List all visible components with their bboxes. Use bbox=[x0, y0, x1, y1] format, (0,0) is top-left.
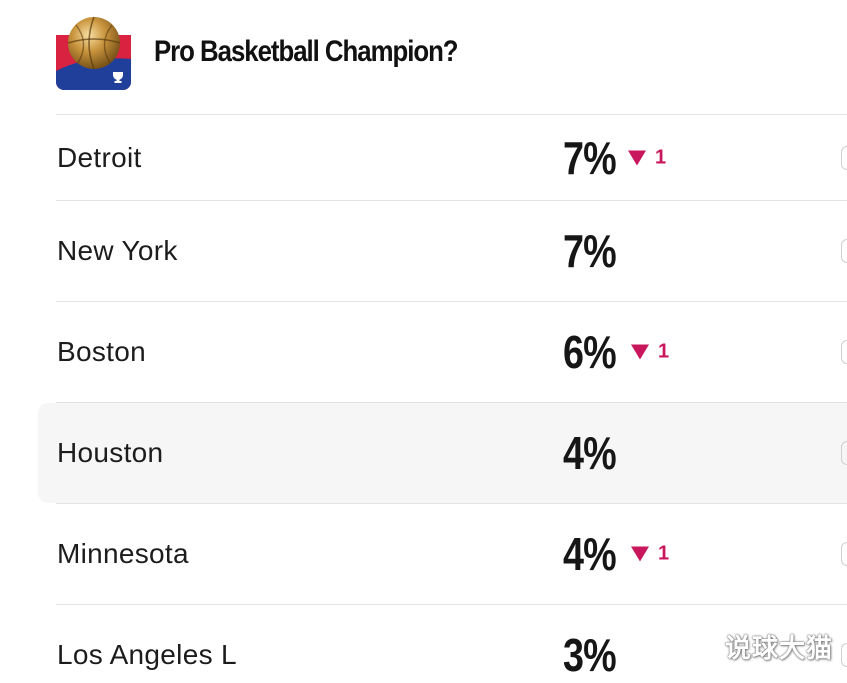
change-value: 1 bbox=[658, 542, 670, 565]
change-indicator: 1 bbox=[631, 543, 669, 566]
row-action-edge[interactable] bbox=[841, 542, 847, 566]
page-title: Pro Basketball Champion? bbox=[154, 35, 459, 68]
market-header: Pro Basketball Champion? bbox=[56, 14, 507, 90]
change-value: 1 bbox=[655, 146, 667, 168]
team-name: Detroit bbox=[57, 141, 142, 173]
outcome-list: Detroit 7% 1 New York 7% Boston 6% 1 Hou… bbox=[0, 114, 847, 683]
outcome-row-detroit[interactable]: Detroit 7% 1 bbox=[56, 114, 847, 200]
change-value: 1 bbox=[658, 340, 670, 363]
outcome-row-minnesota[interactable]: Minnesota 4% 1 bbox=[56, 503, 847, 604]
probability-value: 4% bbox=[563, 528, 617, 580]
row-action-edge[interactable] bbox=[841, 340, 847, 364]
row-action-edge[interactable] bbox=[841, 145, 847, 170]
probability-value: 6% bbox=[563, 326, 617, 378]
outcome-row-houston[interactable]: Houston 4% bbox=[38, 402, 847, 503]
team-name: Houston bbox=[57, 437, 164, 468]
down-arrow-icon bbox=[631, 344, 649, 360]
change-indicator: 1 bbox=[631, 341, 669, 364]
down-arrow-icon bbox=[628, 150, 646, 165]
probability-value: 3% bbox=[563, 629, 617, 681]
outcome-row-new-york[interactable]: New York 7% bbox=[56, 200, 847, 301]
change-indicator: 1 bbox=[628, 146, 666, 169]
down-arrow-icon bbox=[631, 546, 649, 562]
probability-value: 7% bbox=[563, 225, 617, 277]
team-name: Boston bbox=[57, 336, 146, 367]
probability-value: 7% bbox=[563, 131, 617, 184]
team-name: New York bbox=[57, 235, 178, 266]
outcome-row-boston[interactable]: Boston 6% 1 bbox=[56, 301, 847, 402]
watermark: 说球大猫 bbox=[724, 633, 833, 663]
probability-value: 4% bbox=[563, 427, 617, 479]
team-name: Minnesota bbox=[57, 538, 189, 569]
outcome-row-los-angeles-l[interactable]: Los Angeles L 3% bbox=[56, 604, 847, 683]
row-action-edge[interactable] bbox=[841, 643, 847, 667]
team-name: Los Angeles L bbox=[57, 639, 237, 670]
row-action-edge[interactable] bbox=[841, 441, 847, 465]
row-action-edge[interactable] bbox=[841, 239, 847, 263]
basketball-trophy-icon bbox=[56, 14, 131, 90]
